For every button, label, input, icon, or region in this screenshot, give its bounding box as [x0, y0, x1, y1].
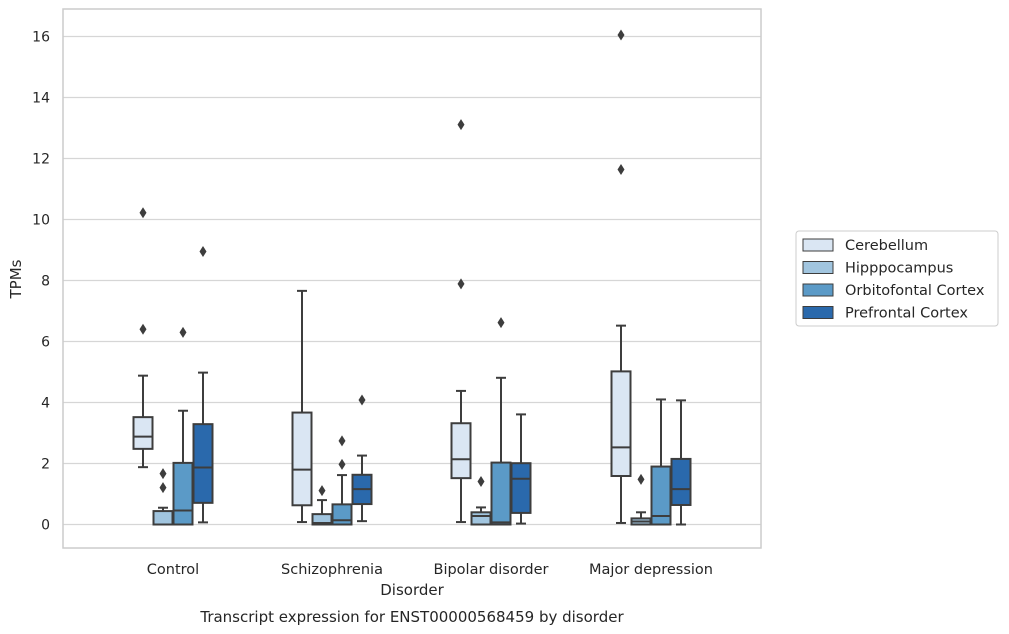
- outlier-point: [457, 119, 465, 131]
- x-tick-label: Control: [147, 562, 199, 578]
- y-tick-label: 12: [32, 152, 50, 168]
- box-cerebellum: [610, 29, 632, 524]
- box-prefrontal-cortex: [510, 413, 532, 525]
- box-hipppocampus: [470, 475, 492, 526]
- box-orbitofontal-cortex: [172, 326, 194, 526]
- box-cerebellum: [291, 289, 313, 524]
- legend-swatch: [802, 238, 834, 252]
- outlier-point: [617, 29, 625, 41]
- legend-swatch: [802, 261, 834, 274]
- outlier-point: [179, 326, 187, 338]
- box-iqr: [192, 423, 214, 504]
- box-orbitofontal-cortex: [331, 435, 353, 526]
- box-iqr: [670, 457, 692, 506]
- x-tick-label: Schizophrenia: [281, 562, 383, 578]
- y-axis-label: TPMs: [7, 259, 25, 299]
- outlier-point: [338, 435, 346, 447]
- x-axis-ticks: Control Schizophrenia Bipolar disorder Majo…: [147, 562, 713, 578]
- y-tick-label: 16: [32, 30, 50, 46]
- box-orbitofontal-cortex: [490, 317, 512, 526]
- outlier-point: [457, 278, 465, 290]
- outlier-point: [139, 207, 147, 219]
- box-iqr: [291, 411, 313, 507]
- y-tick-label: 4: [41, 396, 50, 412]
- x-axis-label: Disorder: [380, 581, 444, 599]
- legend-label: Orbitofontal Cortex: [845, 283, 985, 299]
- box-iqr: [610, 370, 632, 478]
- y-tick-label: 10: [32, 213, 50, 229]
- outlier-point: [159, 468, 167, 480]
- y-tick-label: 8: [41, 274, 50, 290]
- gridlines: [63, 35, 761, 526]
- outlier-point: [199, 246, 207, 258]
- y-tick-label: 14: [32, 91, 50, 107]
- box-hipppocampus: [152, 468, 174, 526]
- x-tick-label: Major depression: [589, 562, 713, 578]
- y-axis-ticks: 0 2 4 6 8 10 12 14 16: [32, 30, 50, 534]
- outlier-point: [159, 482, 167, 494]
- box-iqr: [510, 462, 532, 514]
- box-hipppocampus: [630, 473, 652, 526]
- box-iqr: [470, 511, 492, 526]
- plot-frame: [62, 8, 762, 549]
- box-prefrontal-cortex: [670, 399, 692, 526]
- chart-caption: Transcript expression for ENST0000056845…: [199, 608, 624, 626]
- legend-frame: [795, 230, 999, 327]
- outlier-point: [497, 317, 505, 329]
- legend-label: Hipppocampus: [845, 261, 953, 277]
- outlier-point: [617, 163, 625, 175]
- box-plot-area: [132, 29, 692, 526]
- y-tick-label: 6: [41, 335, 50, 351]
- legend-swatch: [802, 283, 834, 297]
- outlier-point: [637, 473, 645, 485]
- box-orbitofontal-cortex: [650, 398, 672, 526]
- box-prefrontal-cortex: [192, 246, 214, 524]
- outlier-point: [358, 394, 366, 406]
- box-hipppocampus: [311, 485, 333, 526]
- outlier-point: [477, 475, 485, 487]
- legend-label: Cerebellum: [845, 238, 928, 254]
- x-tick-label: Bipolar disorder: [434, 562, 549, 578]
- y-tick-label: 2: [41, 457, 50, 473]
- outlier-point: [139, 323, 147, 335]
- box-iqr: [152, 510, 174, 526]
- box-iqr: [450, 422, 472, 480]
- legend: Cerebellum Hipppocampus Orbitofontal Corte…: [795, 230, 999, 327]
- box-iqr: [490, 461, 512, 526]
- box-iqr: [331, 503, 353, 526]
- outlier-point: [338, 458, 346, 470]
- box-iqr: [132, 416, 154, 450]
- box-cerebellum: [132, 207, 154, 469]
- box-prefrontal-cortex: [351, 394, 373, 523]
- legend-swatch: [802, 306, 834, 319]
- y-tick-label: 0: [41, 518, 50, 534]
- legend-label: Prefrontal Cortex: [845, 306, 968, 322]
- box-iqr: [172, 461, 194, 526]
- outlier-point: [318, 485, 326, 497]
- box-cerebellum: [450, 119, 472, 524]
